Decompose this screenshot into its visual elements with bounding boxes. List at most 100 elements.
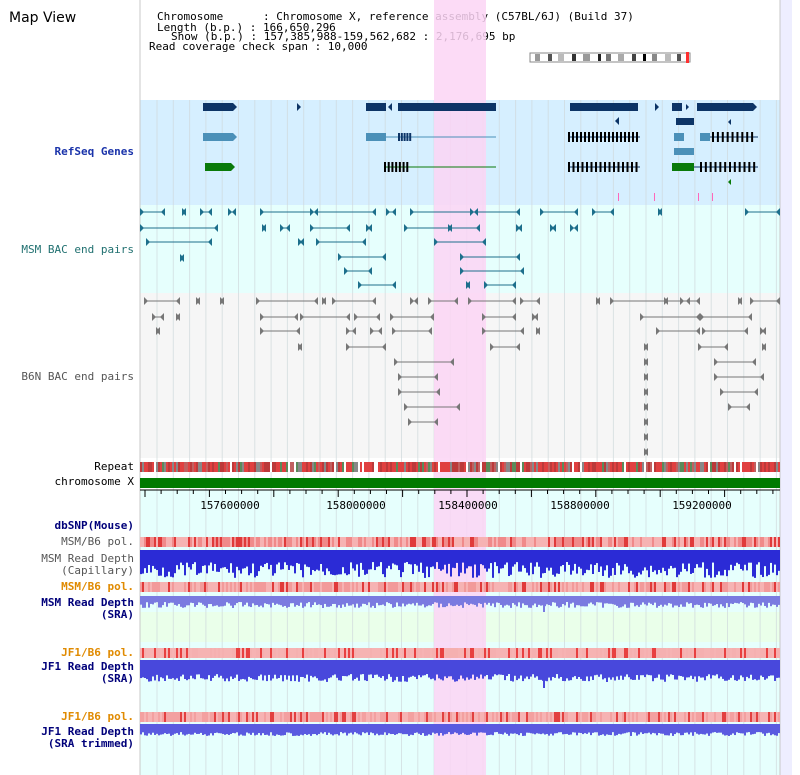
- msm-b6-pol-strip: [530, 537, 532, 547]
- bac-end: [520, 327, 524, 335]
- repeat-segment: [702, 462, 704, 472]
- jf1-sra-depth-bar: [262, 660, 264, 681]
- gene-exon: [721, 132, 724, 142]
- jf1-b6-pol-strip: [546, 648, 548, 658]
- msm-b6-pol-strip: [214, 537, 216, 547]
- jf1-sra-depth-bar: [512, 660, 514, 682]
- msm-sra-depth-bar: [536, 596, 538, 608]
- jf1-trimmed-depth-bar: [500, 724, 502, 734]
- jf1-trimmed-depth-bar: [730, 724, 732, 735]
- jf1-b6-pol-strip: [200, 648, 202, 658]
- jf1-sra-depth-bar: [534, 660, 536, 678]
- msm-capillary-depth-bar: [396, 550, 398, 566]
- msm-sra-depth-bar: [170, 596, 172, 603]
- repeat-segment: [304, 462, 306, 472]
- msm-b6-pol-strip-2: [184, 582, 186, 592]
- repeat-segment: [772, 462, 774, 472]
- msm-b6-pol-strip-2: [646, 582, 648, 592]
- jf1-sra-depth-bar: [524, 660, 526, 679]
- jf1-b6-pol-strip-2: [430, 712, 432, 722]
- repeat-segment: [160, 462, 162, 472]
- jf1-b6-pol-strip-2: [500, 712, 502, 722]
- jf1-trimmed-depth-bar: [272, 724, 274, 736]
- msm-capillary-depth-bar: [438, 550, 440, 569]
- jf1-b6-pol-strip: [504, 648, 506, 658]
- msm-b6-pol-strip: [520, 537, 522, 547]
- msm-b6-pol-strip-2: [168, 582, 170, 592]
- gene-exon: [604, 162, 606, 172]
- jf1-b6-pol-strip-2: [442, 712, 444, 722]
- msm-sra-depth-bar: [704, 596, 706, 603]
- msm-capillary-depth-bar: [278, 550, 280, 563]
- msm-b6-pol-strip: [638, 537, 640, 547]
- jf1-trimmed-depth-bar: [632, 724, 634, 733]
- jf1-sra-depth-bar: [704, 660, 706, 681]
- jf1-b6-pol-strip-2: [502, 712, 504, 722]
- track-label-b6n-bac[interactable]: B6N BAC end pairs: [21, 370, 134, 383]
- msm-b6-pol-strip-2: [290, 582, 292, 592]
- jf1-b6-pol-strip: [398, 648, 400, 658]
- bac-end: [776, 297, 780, 305]
- repeat-segment: [258, 462, 260, 472]
- jf1-sra-depth-bar: [690, 660, 692, 676]
- gene-exon: [626, 162, 629, 172]
- repeat-segment: [146, 462, 148, 472]
- msm-b6-pol-strip: [616, 537, 618, 547]
- msm-capillary-depth-bar: [756, 550, 758, 565]
- jf1-sra-depth-bar: [746, 660, 748, 677]
- msm-capillary-depth-bar: [264, 550, 266, 565]
- repeat-segment: [774, 462, 776, 472]
- jf1-b6-pol-strip: [358, 648, 360, 658]
- msm-b6-pol-strip-2: [410, 582, 412, 592]
- msm-sra-depth-bar: [478, 596, 480, 604]
- track-label-msm-bac[interactable]: MSM BAC end pairs: [21, 243, 134, 256]
- repeat-segment: [732, 462, 734, 472]
- msm-b6-pol-strip: [498, 537, 500, 547]
- jf1-sra-depth-bar: [476, 660, 478, 677]
- track-label-refseq[interactable]: RefSeq Genes: [54, 145, 134, 158]
- msm-sra-depth-bar: [198, 596, 200, 603]
- msm-b6-pol-strip: [450, 537, 452, 547]
- msm-b6-pol-strip: [768, 537, 770, 547]
- jf1-b6-pol-strip: [204, 648, 206, 658]
- jf1-trimmed-depth-bar: [234, 724, 236, 734]
- repeat-segment: [608, 462, 610, 472]
- jf1-sra-depth-bar: [150, 660, 152, 682]
- msm-capillary-depth-bar: [156, 550, 158, 571]
- track-label-dbsnp[interactable]: dbSNP(Mouse): [54, 519, 134, 532]
- msm-b6-pol-strip: [324, 537, 326, 547]
- msm-capillary-depth-bar: [692, 550, 694, 573]
- repeat-segment: [756, 462, 758, 472]
- msm-sra-depth-bar: [648, 596, 650, 603]
- repeat-segment: [650, 462, 652, 472]
- jf1-trimmed-depth-bar: [394, 724, 396, 735]
- msm-sra-depth-bar: [292, 596, 294, 604]
- jf1-b6-pol-strip: [384, 648, 386, 658]
- msm-b6-pol-strip-2: [382, 582, 384, 592]
- repeat-segment: [178, 462, 180, 472]
- msm-b6-pol-strip: [204, 537, 206, 547]
- jf1-b6-pol-strip-2: [588, 712, 590, 722]
- jf1-b6-pol-strip: [484, 648, 486, 658]
- jf1-b6-pol-strip-2: [432, 712, 434, 722]
- msm-b6-pol-strip: [652, 537, 654, 547]
- jf1-sra-depth-bar: [408, 660, 410, 678]
- jf1-b6-pol-strip-2: [608, 712, 610, 722]
- jf1-sra-depth-bar: [584, 660, 586, 681]
- jf1-b6-pol-strip: [518, 648, 520, 658]
- msm-b6-pol-strip: [332, 537, 334, 547]
- repeat-segment: [758, 462, 760, 472]
- jf1-b6-pol-strip-2: [428, 712, 430, 722]
- jf1-trimmed-depth-bar: [386, 724, 388, 736]
- jf1-trimmed-depth-bar: [642, 724, 644, 734]
- repeat-segment: [408, 462, 410, 472]
- repeat-segment: [442, 462, 444, 472]
- msm-sra-depth-bar: [758, 596, 760, 604]
- jf1-sra-depth-bar: [604, 660, 606, 679]
- repeat-segment: [338, 462, 340, 472]
- msm-b6-pol-strip: [338, 537, 340, 547]
- msm-sra-depth-bar: [774, 596, 776, 605]
- track-label-jf1-b6-pol: JF1/B6 pol.: [61, 646, 134, 659]
- msm-b6-pol-strip-2: [630, 582, 632, 592]
